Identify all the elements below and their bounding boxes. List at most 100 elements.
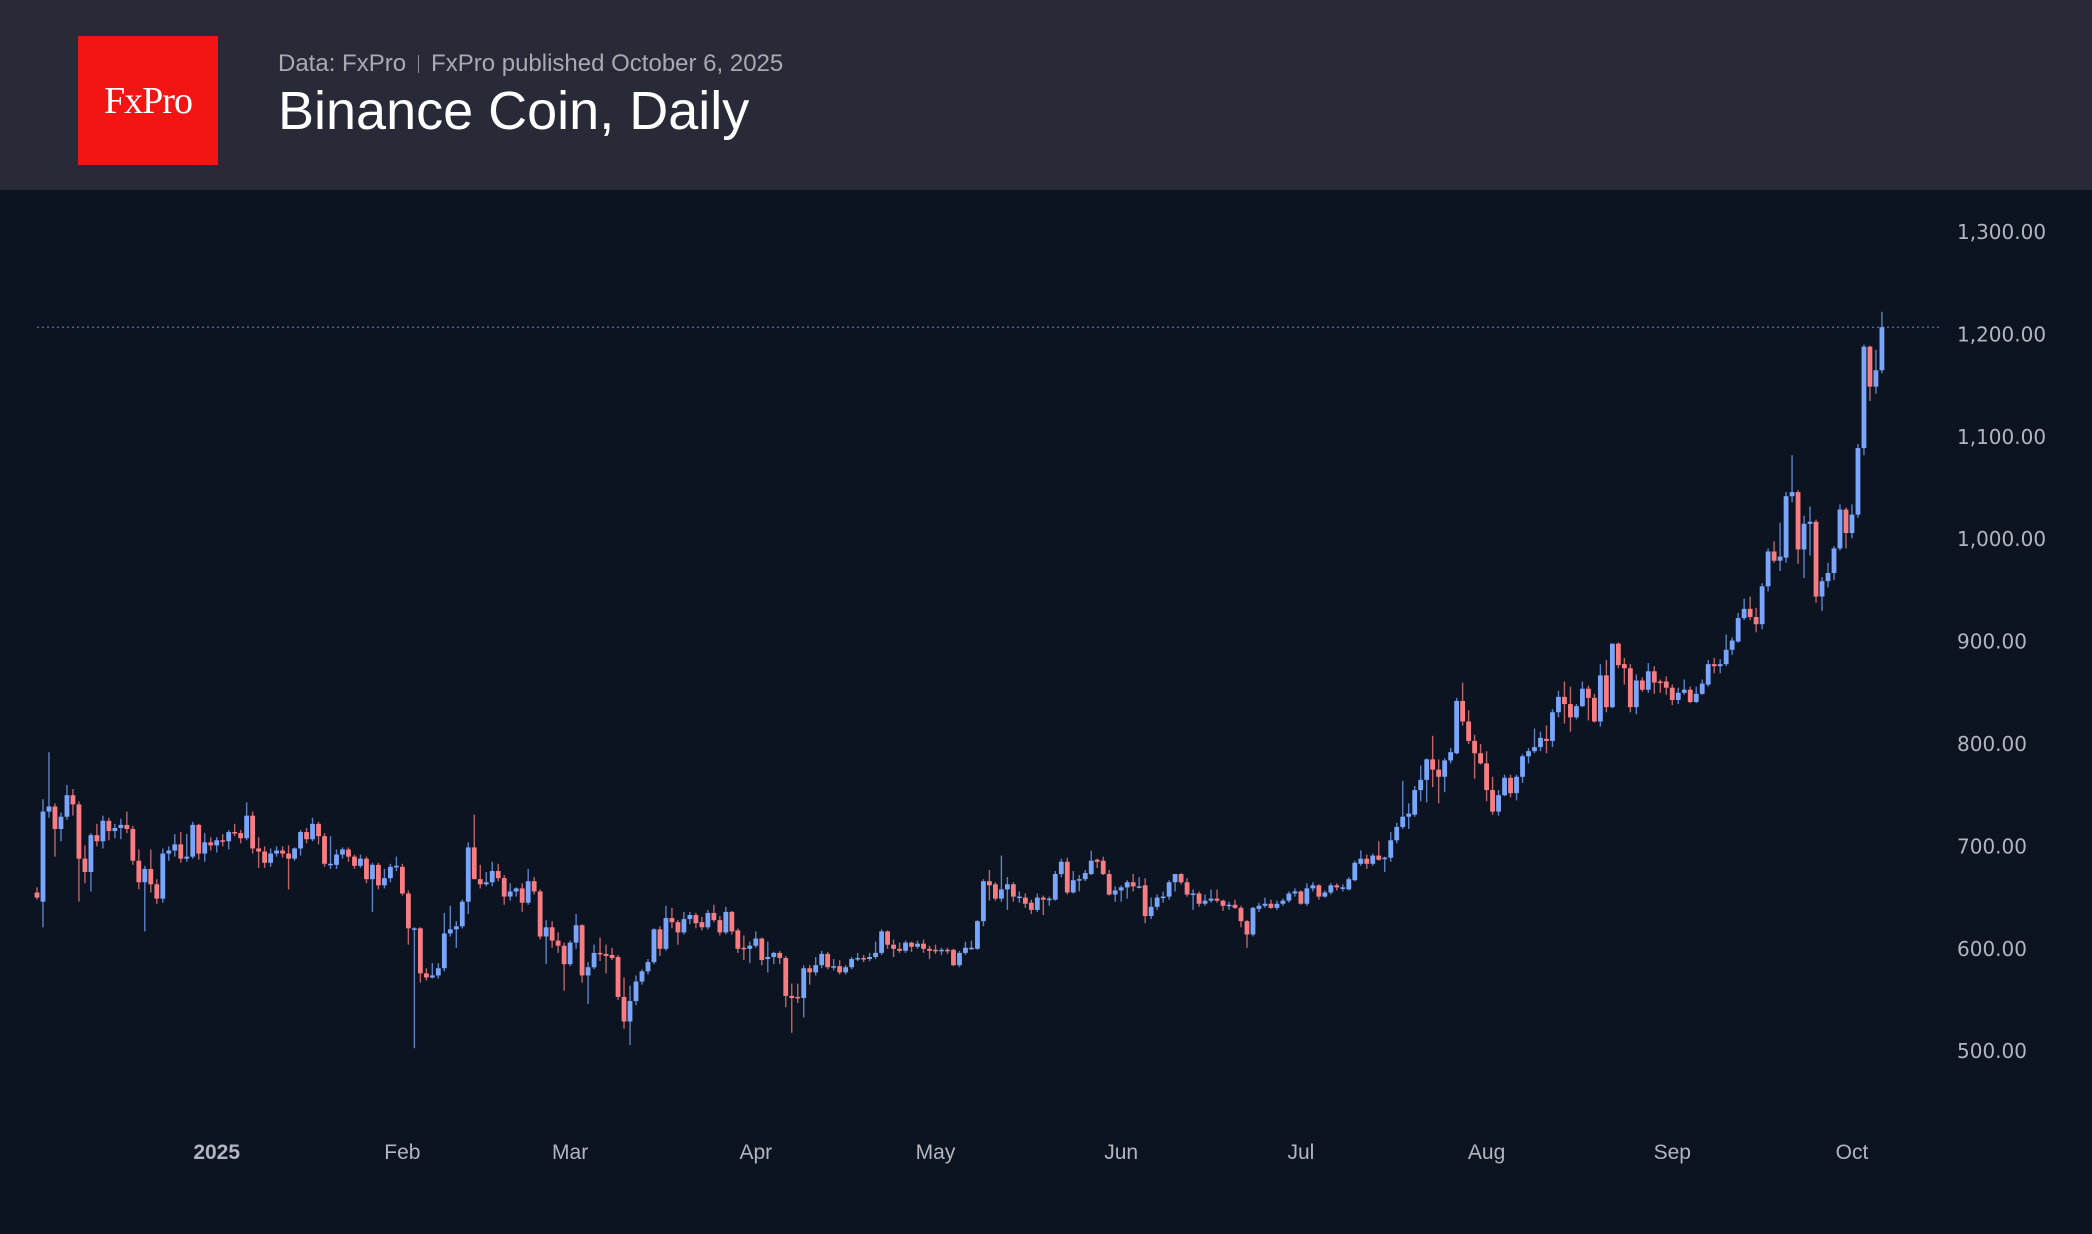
candle-body <box>567 942 573 965</box>
candle-body <box>867 956 873 960</box>
candle-body <box>1136 886 1142 888</box>
candle <box>753 931 759 948</box>
candle <box>1310 882 1316 892</box>
candle <box>184 834 190 862</box>
candle-body <box>1873 370 1879 387</box>
candle <box>70 789 76 816</box>
candle <box>190 821 196 859</box>
candle <box>987 869 992 901</box>
candle-body <box>1807 521 1813 524</box>
candle <box>1004 877 1010 910</box>
candle-body <box>705 912 711 928</box>
candle <box>1040 895 1046 916</box>
candle <box>388 863 393 883</box>
candle-body <box>1442 760 1448 777</box>
candle <box>903 940 908 953</box>
candle <box>1472 734 1477 779</box>
chart-subtitle: Data: FxPro FxPro published October 6, 20… <box>278 50 783 78</box>
y-tick-label: 1,300.00 <box>1957 220 2046 244</box>
y-tick-label: 900.00 <box>1957 630 2027 654</box>
candle <box>1651 666 1657 694</box>
candle <box>771 951 777 965</box>
candle-body <box>364 858 369 880</box>
candle <box>489 861 495 887</box>
candle <box>1418 765 1424 802</box>
candle-body <box>711 912 717 921</box>
candle-body <box>855 958 861 960</box>
candle-body <box>220 840 226 842</box>
candle <box>1364 854 1370 869</box>
candle <box>663 905 669 951</box>
candle-body <box>1214 898 1220 901</box>
candle <box>1873 349 1879 394</box>
candle <box>1436 759 1442 804</box>
candle <box>1238 905 1244 928</box>
candle <box>801 965 807 1018</box>
candle-body <box>783 958 789 996</box>
candle-body <box>274 850 279 854</box>
candle <box>567 940 573 967</box>
candle <box>1340 884 1346 892</box>
candle-body <box>1052 874 1058 900</box>
candle <box>1621 657 1627 685</box>
candle-body <box>723 911 729 933</box>
candle-body <box>1879 327 1885 371</box>
candle-body <box>909 942 914 947</box>
candle <box>1520 754 1525 783</box>
candle-body <box>52 806 58 829</box>
candle <box>1232 899 1238 909</box>
candle-body <box>963 947 968 953</box>
candle-body <box>939 949 944 952</box>
candle-body <box>244 815 250 839</box>
candle <box>1639 677 1645 692</box>
candle-body <box>94 835 100 842</box>
candle-body <box>1022 897 1028 904</box>
candle <box>106 817 112 841</box>
candle <box>1448 748 1454 764</box>
candle-body <box>382 878 387 886</box>
candle <box>819 950 825 969</box>
candle <box>1328 883 1334 895</box>
candle-body <box>1795 492 1801 550</box>
candle-body <box>322 836 327 864</box>
candle <box>1633 674 1639 715</box>
candle <box>867 952 873 962</box>
candle-body <box>1202 900 1208 904</box>
candle <box>1400 780 1406 829</box>
candle <box>1190 889 1196 910</box>
candle-body <box>747 945 753 949</box>
candle-body <box>334 854 339 865</box>
candle <box>1412 785 1418 817</box>
candle-body <box>489 870 495 883</box>
x-tick-label: Jul <box>1287 1141 1314 1164</box>
candle <box>998 855 1004 902</box>
candle-body <box>1574 706 1579 718</box>
candle <box>399 863 405 896</box>
candle-body <box>1112 890 1118 895</box>
candle <box>585 962 591 1005</box>
candle-body <box>1094 859 1100 862</box>
candle-body <box>1304 888 1310 904</box>
candle-body <box>64 795 70 817</box>
candle <box>651 928 657 965</box>
candle <box>1256 902 1262 912</box>
x-tick-label: Jun <box>1104 1141 1138 1164</box>
candle <box>1298 890 1304 905</box>
candle <box>1118 885 1124 902</box>
candle <box>777 950 783 965</box>
candle-body <box>1184 882 1190 895</box>
candle-body <box>142 868 148 883</box>
candle <box>34 887 40 900</box>
candle-body <box>1424 759 1430 780</box>
candle <box>1160 891 1166 903</box>
candle-body <box>735 930 741 949</box>
candle-body <box>1130 882 1136 887</box>
candle-body <box>663 918 669 949</box>
candle-body <box>1789 492 1795 497</box>
candle <box>429 963 435 979</box>
candle-body <box>1124 882 1130 888</box>
candle-body <box>1867 346 1873 387</box>
candle-body <box>1280 900 1286 904</box>
y-tick-label: 500.00 <box>1957 1039 2027 1063</box>
candle-body <box>519 888 525 903</box>
